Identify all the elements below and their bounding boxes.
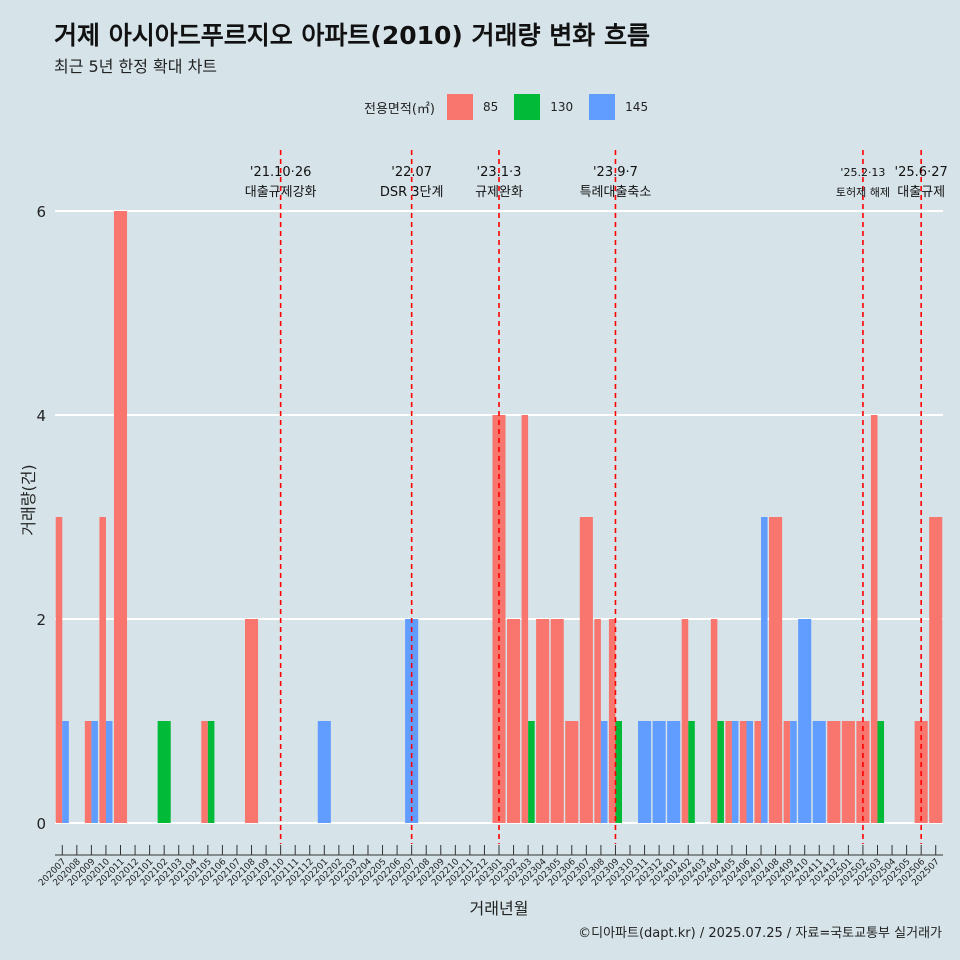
legend-swatch-85: [446, 94, 473, 120]
bar-130-202309: [615, 721, 623, 823]
bar-130-202503: [877, 721, 885, 823]
bar-130-202105: [207, 721, 215, 823]
event-name-label: 토허제 해제: [836, 185, 890, 199]
event-date-label: '23.1·3: [477, 165, 522, 180]
bar-145-202010: [105, 721, 113, 823]
bar-85-202404: [710, 619, 718, 823]
legend-item-130: 130: [514, 94, 573, 120]
bar-85-202409: [783, 721, 791, 823]
bar-145-202411: [812, 721, 826, 823]
legend-item-85: 85: [446, 94, 499, 120]
bar-85-202412: [827, 721, 841, 823]
bar-85-202105: [201, 721, 208, 823]
event-name-label: 대출규제강화: [245, 185, 317, 200]
bar-145-202007: [62, 721, 69, 823]
bar-85-202305: [550, 619, 564, 823]
x-axis-title: 거래년월: [470, 899, 529, 918]
bar-85-202307: [579, 517, 593, 823]
bar-145-202406: [746, 721, 754, 823]
legend-title: 전용면적(㎡): [364, 101, 435, 117]
bar-85-202402: [681, 619, 689, 823]
bar-85-202405: [725, 721, 732, 823]
bar-85-202007: [55, 517, 63, 823]
bar-145-202401: [667, 721, 681, 823]
event-date-label: '21.10·26: [250, 165, 311, 180]
bar-145-202405: [731, 721, 739, 823]
event-date-label: '25.2·13: [840, 166, 885, 179]
bar-85-202304: [536, 619, 550, 823]
bar-85-202507: [929, 517, 943, 823]
bar-145-202409: [790, 721, 797, 823]
bar-85-202302: [507, 619, 521, 823]
bar-85-202406: [739, 721, 747, 823]
bar-145-202410: [798, 619, 812, 823]
legend-label-130: 130: [550, 100, 574, 114]
bar-130-202404: [717, 721, 724, 823]
bar-85-202010: [99, 517, 106, 823]
bar-85-202108: [244, 619, 259, 823]
event-name-label: 대출규제: [897, 185, 945, 200]
y-tick-label: 6: [36, 203, 46, 221]
bar-130-202303: [528, 721, 535, 823]
event-name-label: DSR 3단계: [380, 185, 444, 200]
event-date-label: '23.9·7: [593, 165, 638, 180]
source-caption: ©디아파트(dapt.kr) / 2025.07.25 / 자료=국토교통부 실…: [578, 926, 942, 941]
bar-145-202308: [600, 721, 608, 823]
bar-85-202303: [521, 415, 529, 823]
event-date-label: '25.6·27: [895, 165, 948, 180]
bar-145-202201: [317, 721, 331, 823]
bar-145-202312: [652, 721, 666, 823]
legend-swatch-145: [589, 94, 616, 120]
chart-title: 거제 아시아드푸르지오 아파트(2010) 거래량 변화 흐름: [54, 21, 650, 50]
bar-130-202102: [157, 721, 171, 823]
legend-label-85: 85: [482, 100, 499, 114]
y-tick-label: 4: [36, 407, 46, 425]
y-axis-title: 거래량(건): [19, 464, 38, 535]
bar-145-202407: [761, 517, 768, 823]
legend-item-145: 145: [589, 94, 648, 120]
legend-label-145: 145: [625, 100, 649, 114]
legend-swatch-130: [514, 94, 541, 120]
bar-85-202408: [769, 517, 783, 823]
legend: 전용면적(㎡) 85 130 145: [364, 93, 656, 121]
bar-145-202009: [91, 721, 98, 823]
event-name-label: 규제완화: [475, 185, 523, 200]
bar-85-202306: [565, 721, 579, 823]
bar-85-202501: [841, 721, 855, 823]
bar-85-202407: [754, 721, 762, 823]
bar-85-202011: [113, 211, 128, 823]
bar-145-202311: [638, 721, 652, 823]
bar-85-202009: [84, 721, 92, 823]
chart-subtitle: 최근 5년 한정 확대 차트: [54, 57, 218, 76]
bar-85-202308: [594, 619, 601, 823]
bar-85-202503: [870, 415, 878, 823]
event-name-label: 특례대출축소: [580, 185, 652, 200]
bar-130-202402: [688, 721, 695, 823]
event-date-label: '22.07: [391, 165, 432, 180]
y-tick-label: 0: [36, 815, 46, 833]
y-tick-label: 2: [36, 611, 46, 629]
bar-85-202309: [608, 619, 616, 823]
